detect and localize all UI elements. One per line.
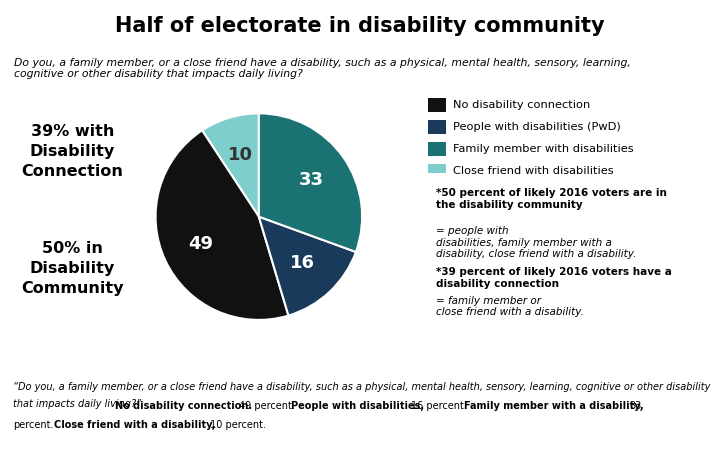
Text: Close friend with a disability,: Close friend with a disability, — [54, 420, 216, 430]
Bar — [428, 98, 446, 112]
Bar — [428, 142, 446, 156]
Text: = family member or
close friend with a disability.: = family member or close friend with a d… — [436, 295, 585, 317]
Text: 49: 49 — [188, 235, 214, 253]
Text: Do you, a family member, or a close friend have a disability, such as a physical: Do you, a family member, or a close frie… — [14, 57, 631, 79]
Text: *39 percent of likely 2016 voters have a
disability connection: *39 percent of likely 2016 voters have a… — [436, 267, 672, 289]
Wedge shape — [259, 114, 362, 252]
Bar — [428, 120, 446, 134]
Text: that impacts daily living?”: that impacts daily living?” — [13, 399, 141, 409]
Text: *50 percent of likely 2016 voters are in
the disability community: *50 percent of likely 2016 voters are in… — [436, 188, 667, 210]
Text: 50% in
Disability
Community: 50% in Disability Community — [21, 241, 124, 295]
Text: 33: 33 — [629, 401, 641, 411]
Text: = people with
disabilities, family member with a
disability, close friend with a: = people with disabilities, family membe… — [436, 226, 637, 260]
Text: 33: 33 — [299, 171, 324, 189]
Bar — [428, 164, 446, 178]
Text: 10: 10 — [228, 146, 253, 164]
Text: People with disabilities,: People with disabilities, — [291, 401, 424, 411]
Text: 16 percent.: 16 percent. — [411, 401, 467, 411]
Text: 16: 16 — [290, 254, 315, 272]
Wedge shape — [202, 114, 259, 217]
Text: 39% with
Disability
Connection: 39% with Disability Connection — [22, 124, 123, 179]
Text: No disability connection.: No disability connection. — [116, 401, 252, 411]
Text: Family member with disabilities: Family member with disabilities — [454, 144, 634, 154]
Text: Half of electorate in disability community: Half of electorate in disability communi… — [115, 16, 604, 36]
Text: “Do you, a family member, or a close friend have a disability, such as a physica: “Do you, a family member, or a close fri… — [13, 382, 710, 392]
Text: People with disabilities (PwD): People with disabilities (PwD) — [454, 122, 621, 132]
Text: Close friend with disabilities: Close friend with disabilities — [454, 166, 614, 176]
Text: Family member with a disability,: Family member with a disability, — [464, 401, 643, 411]
Text: 10 percent.: 10 percent. — [207, 420, 266, 430]
Wedge shape — [259, 217, 356, 316]
Text: 49 percent.: 49 percent. — [239, 401, 295, 411]
Text: No disability connection: No disability connection — [454, 100, 590, 110]
Wedge shape — [155, 130, 288, 320]
Text: percent.: percent. — [13, 420, 53, 430]
